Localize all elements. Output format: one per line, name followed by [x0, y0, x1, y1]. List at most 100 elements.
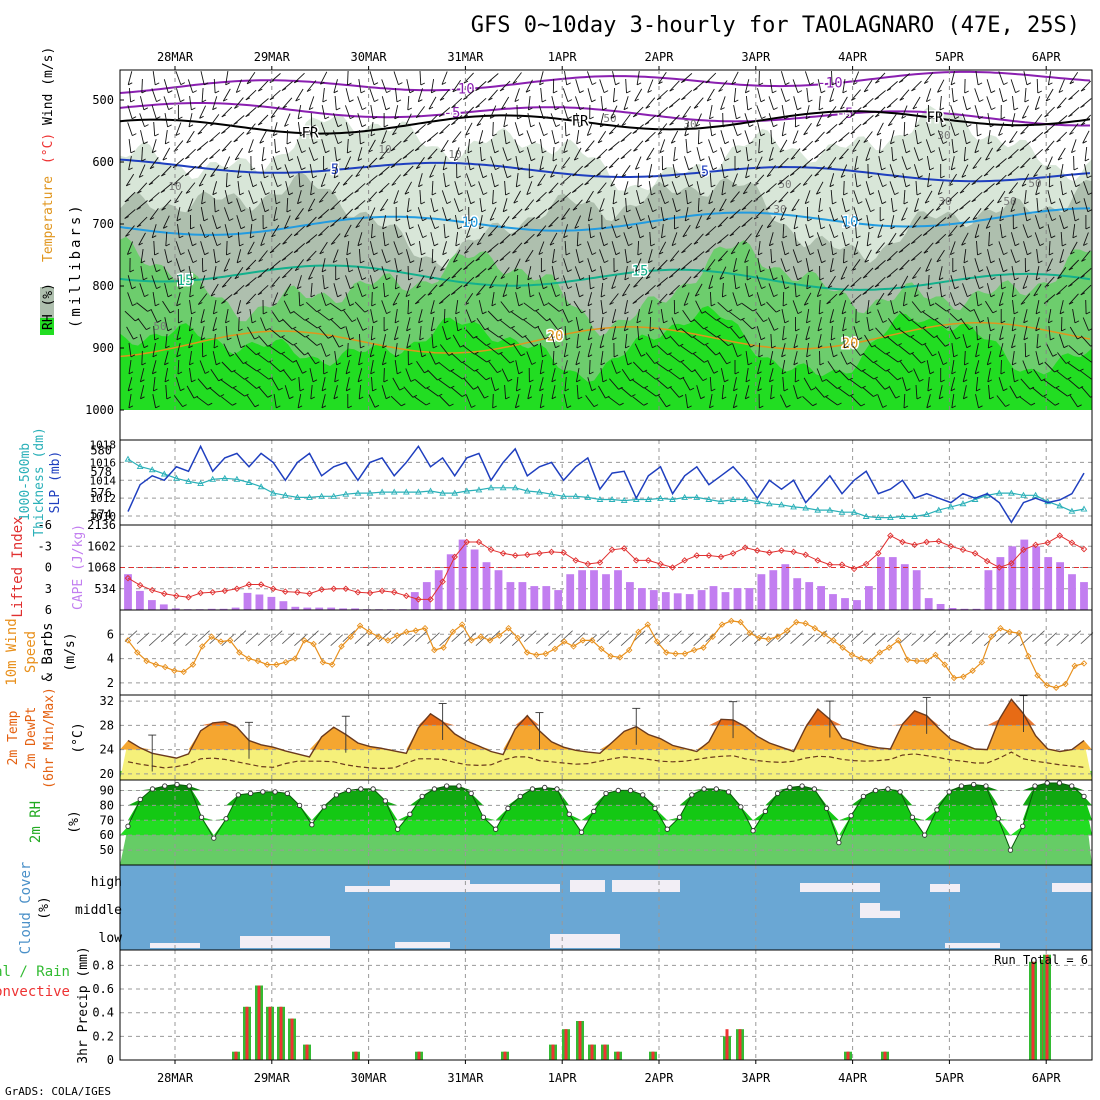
- wind-barb-flag: [392, 302, 398, 306]
- wind-speed-marker: [700, 644, 707, 651]
- wind-barb: [1010, 249, 1017, 263]
- wind-barb: [491, 292, 495, 306]
- wind-barb: [831, 70, 833, 86]
- wind-barb: [732, 292, 738, 306]
- wind-barb: [922, 226, 935, 236]
- wind-barb: [575, 368, 580, 382]
- wind-barb: [402, 149, 414, 159]
- rh-marker: [946, 789, 952, 795]
- wind-barb-flag: [374, 269, 379, 273]
- wind-barb-flag: [215, 260, 220, 264]
- wind-barb-flag: [304, 352, 309, 356]
- wind-barb-flag: [450, 385, 455, 389]
- wind-barb-flag: [1013, 226, 1018, 230]
- wind-barb: [1080, 335, 1091, 347]
- wind-barb: [393, 71, 399, 85]
- wind-barb-flag: [989, 396, 994, 400]
- wind-barb-flag: [355, 174, 361, 178]
- wind-barb: [405, 232, 412, 246]
- wind-barb: [610, 173, 618, 187]
- wind-barb: [357, 232, 363, 246]
- wind-barb: [501, 96, 510, 110]
- wind-barb: [511, 311, 524, 321]
- wind-barb-flag: [966, 141, 971, 145]
- wind-barb-flag: [529, 294, 535, 298]
- wind-barb-flag: [1073, 167, 1079, 171]
- thickness-marker: [657, 494, 664, 501]
- wind-barb-flag: [971, 182, 977, 186]
- wind-barb-flag: [280, 335, 285, 338]
- date-label-bottom: 5APR: [935, 1071, 965, 1085]
- wind-barb-flag: [729, 216, 734, 220]
- wind-barb: [668, 353, 681, 363]
- wind-barb-flag: [829, 99, 834, 103]
- wind-barb: [281, 251, 293, 261]
- wind-ylabel: Wind (m/s): [41, 47, 56, 125]
- wind-barb-flag: [1081, 258, 1086, 262]
- wind-barb: [768, 266, 774, 280]
- wind-barb-flag: [749, 141, 754, 145]
- wind-speed-marker: [802, 620, 809, 627]
- wind-barb-flag: [961, 174, 967, 178]
- wind-barb: [705, 243, 717, 253]
- wind-barb-flag: [782, 303, 788, 307]
- wind-barb-flag: [620, 139, 626, 143]
- wind-barb-flag: [416, 285, 421, 289]
- wind-barb: [634, 88, 643, 102]
- wind-barb: [563, 258, 569, 272]
- wind-speed-marker: [393, 632, 401, 639]
- wind-barb: [548, 318, 559, 330]
- wind-barb-flag: [985, 157, 990, 161]
- wind-barb: [430, 198, 435, 212]
- wind-barb-flag: [568, 319, 573, 323]
- wind-barb-flag: [1035, 277, 1041, 281]
- wind-barb: [889, 181, 896, 195]
- wind-barb: [197, 378, 208, 390]
- wind-barb-flag: [1038, 362, 1044, 366]
- thickness-marker: [366, 489, 374, 496]
- wind-barb: [696, 181, 701, 195]
- temp-ylabel-unit: (°C): [41, 133, 56, 164]
- wind-barb: [1046, 343, 1054, 357]
- wind-barb-surface: [923, 630, 936, 643]
- wind-barb-flag: [971, 199, 977, 203]
- wind-barb-flag: [166, 396, 172, 400]
- wind-barb-flag: [310, 294, 316, 298]
- wind-barb-flag: [156, 116, 161, 120]
- wind-barb: [998, 258, 1004, 272]
- wind-barb: [151, 275, 157, 289]
- wind-barb: [986, 266, 992, 280]
- wind-ylabel-1: 10m Wind: [4, 618, 20, 685]
- wind-barb-flag: [827, 285, 833, 289]
- wind-barb-flag: [156, 319, 162, 323]
- isotherm-line: [120, 321, 1091, 358]
- wind-barb: [1071, 139, 1077, 153]
- wind-barb: [620, 132, 632, 142]
- wind-barb-flag: [505, 396, 510, 400]
- rh-contour-label: 30: [683, 118, 696, 131]
- wind-barb-flag: [178, 116, 183, 120]
- wind-barb: [704, 328, 717, 338]
- wind-speed-marker: [505, 624, 512, 632]
- wind-barb: [513, 190, 521, 204]
- wind-barb: [1011, 351, 1015, 365]
- wind-barb: [405, 283, 412, 297]
- wind-barb: [829, 258, 834, 272]
- wind-barb: [950, 275, 956, 289]
- wind-barb: [427, 284, 438, 296]
- wind-barb-flag: [681, 267, 686, 270]
- wind-barb-flag: [513, 200, 519, 204]
- wind-barb-flag: [244, 393, 249, 397]
- wind-barb-flag: [995, 165, 1001, 168]
- wind-barb-flag: [724, 141, 730, 145]
- wind-barb: [636, 224, 641, 238]
- wind-barb: [1046, 156, 1053, 170]
- wind-barb: [922, 311, 935, 321]
- wind-barb-flag: [425, 386, 430, 389]
- wind-barb: [912, 216, 921, 228]
- wind-barb: [450, 370, 463, 380]
- thickness-marker: [536, 488, 543, 495]
- wind-barb: [816, 181, 824, 195]
- wind-barb-flag: [394, 354, 400, 358]
- wind-barb-flag: [487, 80, 492, 83]
